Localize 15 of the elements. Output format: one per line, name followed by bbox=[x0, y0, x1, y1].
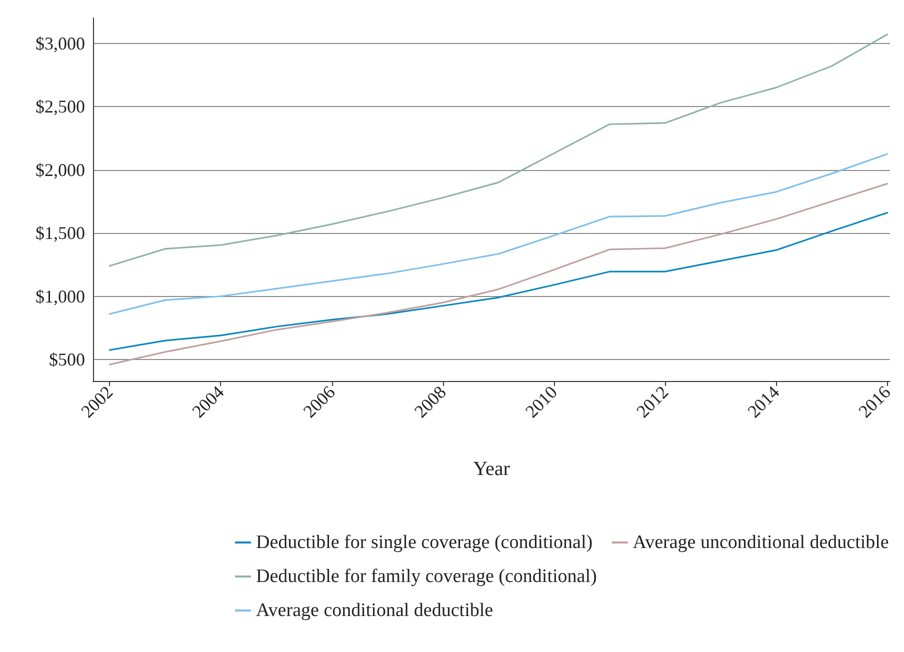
line-series bbox=[108, 34, 888, 267]
legend-label: Average conditional deductible bbox=[256, 600, 494, 621]
y-tick-label: $1,500 bbox=[36, 223, 85, 244]
y-tick-label: $3,000 bbox=[36, 33, 85, 54]
y-tick-label: $2,500 bbox=[36, 96, 85, 117]
y-tick-label: $2,000 bbox=[36, 160, 85, 180]
y-tick-label: $500 bbox=[49, 350, 85, 370]
legend-label: Average unconditional deductible bbox=[632, 532, 889, 553]
y-tick-label: $1,000 bbox=[36, 286, 85, 306]
legend-label: Deductible for single coverage (conditional) bbox=[256, 532, 593, 553]
x-axis-title: Year bbox=[473, 458, 510, 480]
line-series bbox=[108, 182, 888, 366]
legend-label: Deductible for family coverage (conditional) bbox=[256, 566, 597, 587]
line-series bbox=[108, 212, 888, 351]
line-series bbox=[108, 153, 888, 315]
